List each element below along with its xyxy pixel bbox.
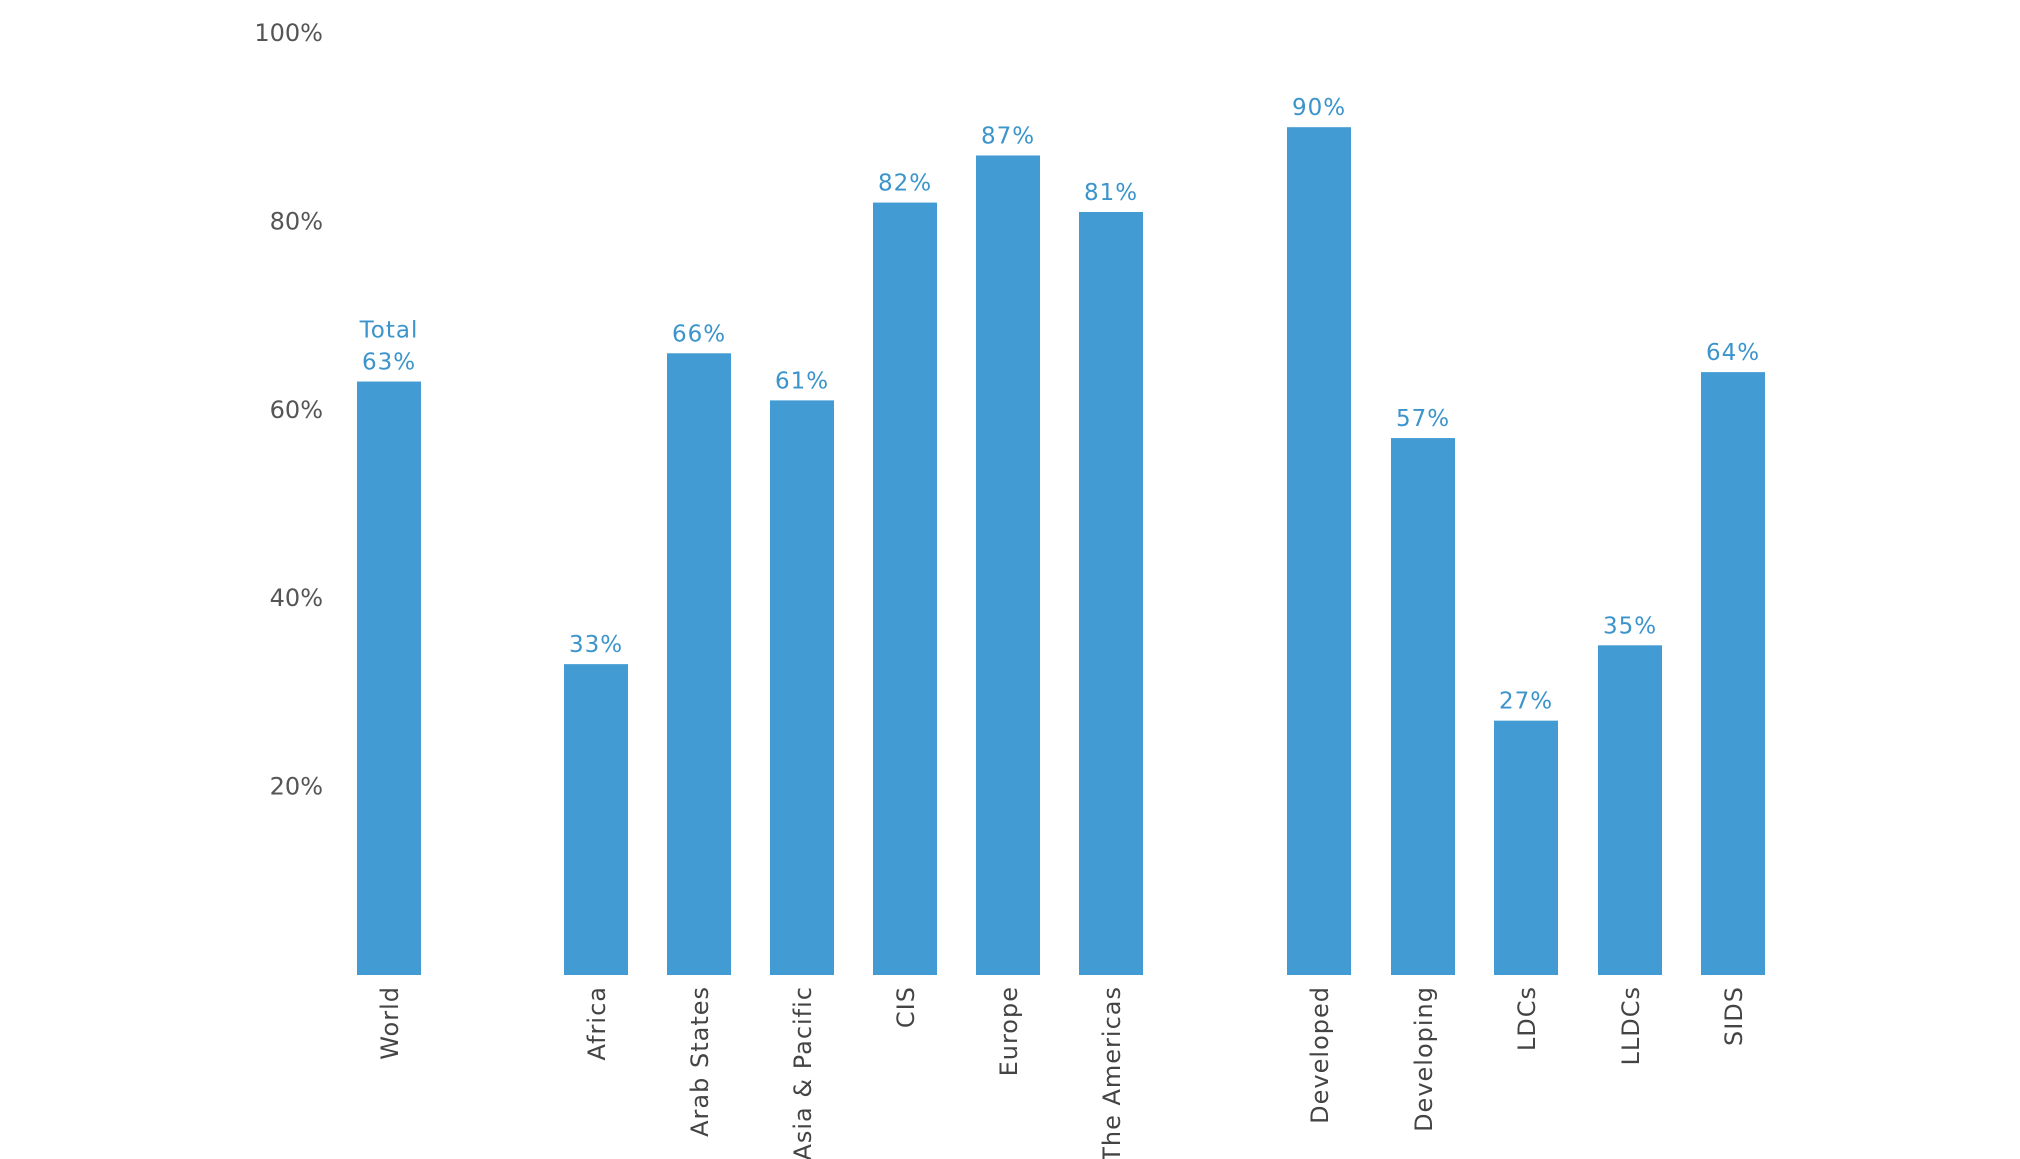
category-label: LDCs <box>1513 986 1541 1051</box>
y-tick-label: 60% <box>270 396 323 424</box>
category-label: LLDCs <box>1617 986 1645 1065</box>
bar <box>976 155 1040 975</box>
value-label: 81% <box>1084 180 1138 206</box>
category-label: Europe <box>995 986 1023 1076</box>
bar <box>1287 127 1351 975</box>
bar <box>1598 645 1662 975</box>
bar <box>564 664 628 975</box>
bar <box>1391 438 1455 975</box>
value-label: 33% <box>569 632 623 658</box>
value-label: 87% <box>981 123 1035 149</box>
value-label: 57% <box>1396 406 1450 432</box>
y-axis-ticks: 20% 40% 60% 80% 100% <box>254 19 323 801</box>
category-label: Africa <box>583 986 611 1060</box>
value-label: 90% <box>1292 95 1346 121</box>
category-label: CIS <box>892 986 920 1028</box>
value-label: 27% <box>1499 689 1553 715</box>
y-tick-label: 80% <box>270 207 323 235</box>
bar <box>770 400 834 975</box>
y-tick-label: 100% <box>254 19 323 47</box>
bar <box>873 202 937 975</box>
y-tick-label: 40% <box>270 584 323 612</box>
category-label: World <box>376 986 404 1060</box>
value-label: 35% <box>1603 613 1657 639</box>
category-label: Developed <box>1306 986 1334 1124</box>
value-label: 61% <box>775 368 829 394</box>
category-labels: World Africa Arab States Asia & Pacific CIS E… <box>376 986 1748 1159</box>
bars <box>357 127 1765 976</box>
value-label: 82% <box>878 171 932 197</box>
category-label: Asia & Pacific <box>789 986 817 1159</box>
value-labels: 63% 33% 66% 61% 82% 87% 81% 90% 57% 27% 35% 64% <box>362 95 1760 715</box>
value-label: 64% <box>1706 340 1760 366</box>
category-label: The Americas <box>1098 986 1126 1159</box>
value-label: 66% <box>672 321 726 347</box>
total-annotation: Total <box>359 318 419 344</box>
y-tick-label: 20% <box>270 773 323 801</box>
bar <box>357 381 421 975</box>
value-label: 63% <box>362 350 416 376</box>
category-label: Arab States <box>686 986 714 1137</box>
annotations: Total <box>359 318 419 344</box>
bar <box>1701 372 1765 975</box>
category-label: SIDS <box>1720 986 1748 1046</box>
bar <box>667 353 731 975</box>
category-label: Developing <box>1410 986 1438 1132</box>
bar <box>1494 720 1558 975</box>
bar <box>1079 211 1143 976</box>
